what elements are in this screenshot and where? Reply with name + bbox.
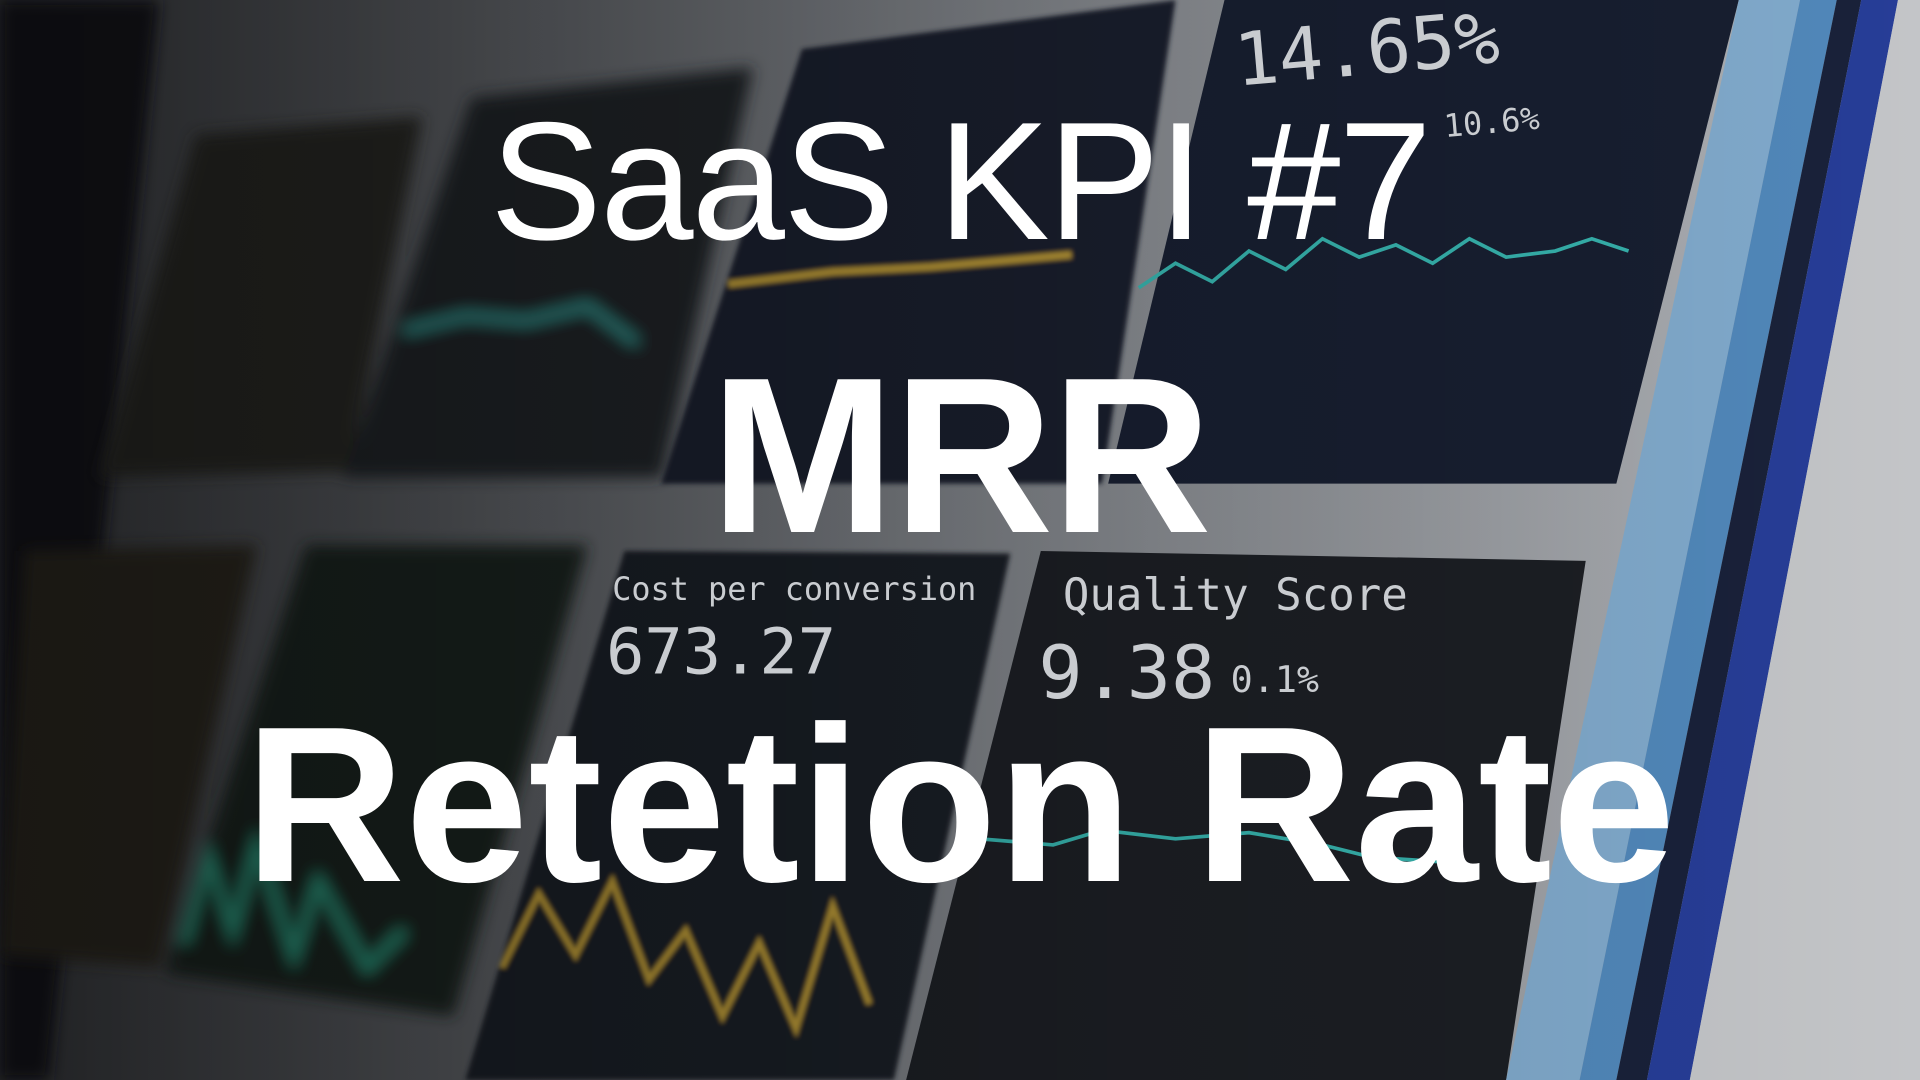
photo-text-quality-value: 9.38 <box>1038 631 1215 716</box>
kicker-title: SaaS KPI #7 <box>490 87 1432 275</box>
photo-text-cost-value: 673.27 <box>606 615 836 689</box>
photo-text-metric-top-delta: 10.6% <box>1442 99 1541 145</box>
main-title-line2: Retetion Rate <box>244 681 1676 929</box>
main-title-line1: MRR <box>710 332 1212 580</box>
photo-text-quality-delta: 0.1% <box>1231 658 1319 701</box>
photo-text-quality-label: Quality Score <box>1063 570 1408 621</box>
photo-text-cost-label: Cost per conversion <box>612 570 976 608</box>
